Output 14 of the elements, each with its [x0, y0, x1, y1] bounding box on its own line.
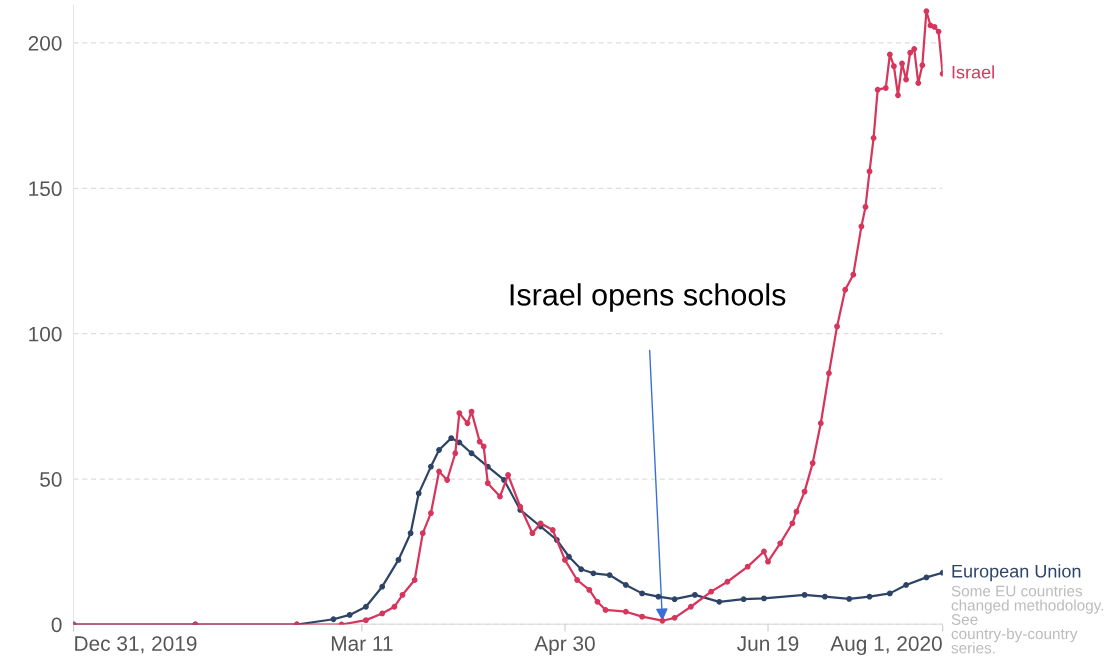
series-label: Israel — [952, 65, 994, 79]
x-tick-label: Aug 1, 2020 — [830, 636, 942, 656]
annotation: Israel opens schools — [510, 283, 786, 312]
y-tick-label: 150 — [29, 181, 62, 197]
x-tick-label: Apr 30 — [534, 636, 595, 656]
series-label: European Union — [952, 564, 1081, 582]
y-tick-label: 200 — [28, 35, 62, 51]
y-tick-label: 0 — [51, 617, 62, 633]
text: Some EU countries changed methodology. See country-by-country series. — [951, 585, 1104, 654]
x-tick-label: Jun 19 — [737, 636, 799, 651]
y-tick-label: 50 — [40, 472, 62, 487]
y-tick-label: 100 — [29, 326, 62, 342]
x-tick-label: Mar 11 — [331, 636, 393, 651]
x-tick-label: Dec 31, 2019 — [75, 636, 197, 654]
